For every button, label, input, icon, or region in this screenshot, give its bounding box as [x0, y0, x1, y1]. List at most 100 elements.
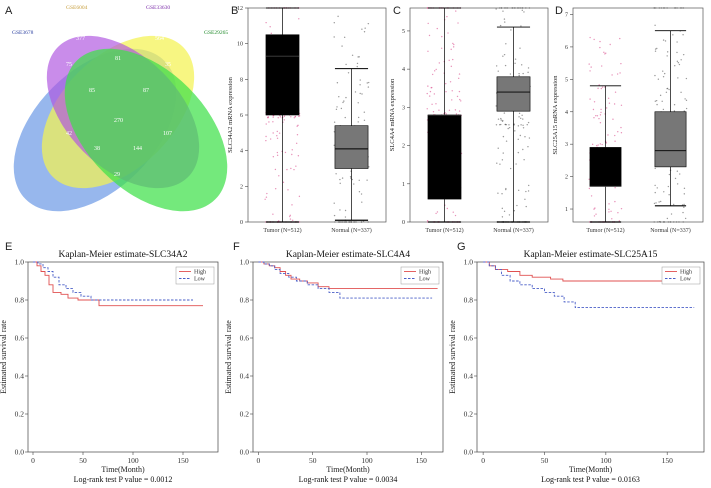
jitter-point [502, 135, 505, 138]
jitter-point [344, 116, 346, 119]
jitter-point [347, 221, 350, 223]
jitter-point [601, 86, 604, 88]
box-normal [334, 125, 369, 169]
jitter-point [428, 95, 431, 97]
box-normal [654, 111, 687, 168]
jitter-point [592, 108, 595, 111]
venn-label-gse3678: GSE3678 [12, 30, 34, 36]
jitter-point [620, 126, 622, 129]
jitter-point [508, 214, 511, 216]
jitter-point [620, 207, 623, 210]
jitter-point [297, 155, 300, 157]
jitter-point [662, 108, 665, 111]
jitter-point [518, 7, 520, 9]
chart-title: Kaplan-Meier estimate-SLC34A2 [58, 250, 187, 260]
jitter-point [663, 72, 666, 75]
panel-letter-f: F [233, 241, 240, 253]
jitter-point [347, 72, 350, 74]
jitter-point [607, 134, 609, 136]
jitter-point [277, 220, 280, 222]
jitter-point [344, 221, 347, 223]
jitter-point [619, 72, 621, 74]
jitter-point [589, 36, 591, 39]
jitter-point [452, 58, 454, 61]
jitter-point [272, 121, 274, 123]
jitter-point [518, 112, 521, 115]
chart-title: Kaplan-Meier estimate-SLC25A15 [524, 250, 658, 260]
jitter-point [527, 121, 530, 124]
jitter-point [435, 103, 437, 105]
y-tick-label: 0.2 [15, 410, 25, 419]
jitter-point [286, 168, 288, 171]
jitter-point [520, 117, 522, 120]
jitter-point [268, 121, 270, 123]
y-tick-label: 0.4 [15, 372, 25, 381]
jitter-point [610, 210, 612, 212]
jitter-point [654, 48, 657, 50]
jitter-point [519, 47, 521, 49]
jitter-point [291, 153, 293, 156]
jitter-point [339, 182, 341, 185]
jitter-point [357, 102, 359, 104]
jitter-point [430, 87, 432, 89]
jitter-point [455, 113, 458, 115]
jitter-point [344, 209, 347, 212]
jitter-point [503, 18, 506, 20]
jitter-point [601, 65, 603, 67]
jitter-point [509, 73, 512, 75]
jitter-point [511, 7, 514, 9]
jitter-point [428, 34, 431, 37]
jitter-point [283, 115, 286, 118]
log-rank-p-value: Log-rank test P value = 0.0163 [541, 475, 640, 484]
jitter-point [341, 45, 343, 47]
jitter-point [362, 220, 365, 222]
jitter-point [519, 134, 522, 137]
jitter-point [666, 87, 668, 90]
y-tick-label: 0.0 [464, 448, 474, 457]
jitter-point [282, 181, 285, 184]
jitter-point [448, 59, 450, 62]
y-tick-label: 0 [402, 220, 405, 226]
jitter-point [510, 29, 512, 31]
x-tick-label: Tumor (N=512) [425, 227, 463, 234]
y-tick-label: 1.0 [240, 258, 250, 267]
jitter-point [367, 86, 370, 88]
jitter-point [497, 147, 499, 149]
jitter-point [450, 65, 453, 68]
panel-letter-b: B [231, 5, 238, 17]
jitter-point [427, 50, 429, 53]
jitter-point [505, 7, 507, 9]
jitter-point [426, 92, 428, 95]
jitter-point [427, 22, 429, 25]
jitter-point [336, 106, 338, 108]
jitter-point [593, 215, 596, 217]
jitter-point [600, 87, 603, 90]
boxplot-panel-b: 0 2 4 6 8 10 12 SLC34A2 mRNA expression Tumor (N… [227, 6, 387, 234]
y-tick-label: 12 [237, 6, 243, 12]
jitter-point [618, 220, 621, 222]
jitter-point [502, 152, 504, 154]
jitter-point [356, 62, 359, 65]
x-axis-label: Time(Month) [326, 465, 370, 474]
jitter-point [333, 121, 336, 123]
jitter-point [265, 139, 267, 142]
y-tick-label: 4 [240, 149, 243, 155]
jitter-point [364, 27, 366, 29]
jitter-point [516, 7, 519, 9]
jitter-point [368, 81, 370, 84]
jitter-point [441, 35, 443, 38]
jitter-point [278, 175, 280, 177]
y-tick-label: 1 [402, 182, 405, 188]
jitter-point [590, 66, 592, 68]
jitter-point [522, 72, 524, 75]
jitter-point [502, 55, 504, 57]
jitter-point [685, 107, 688, 110]
jitter-point [451, 99, 453, 101]
jitter-point [499, 7, 501, 9]
jitter-point [516, 204, 518, 207]
jitter-point [357, 116, 360, 119]
jitter-point [452, 46, 455, 48]
jitter-point [520, 124, 522, 126]
jitter-point [361, 201, 363, 203]
box-normal [496, 76, 531, 112]
